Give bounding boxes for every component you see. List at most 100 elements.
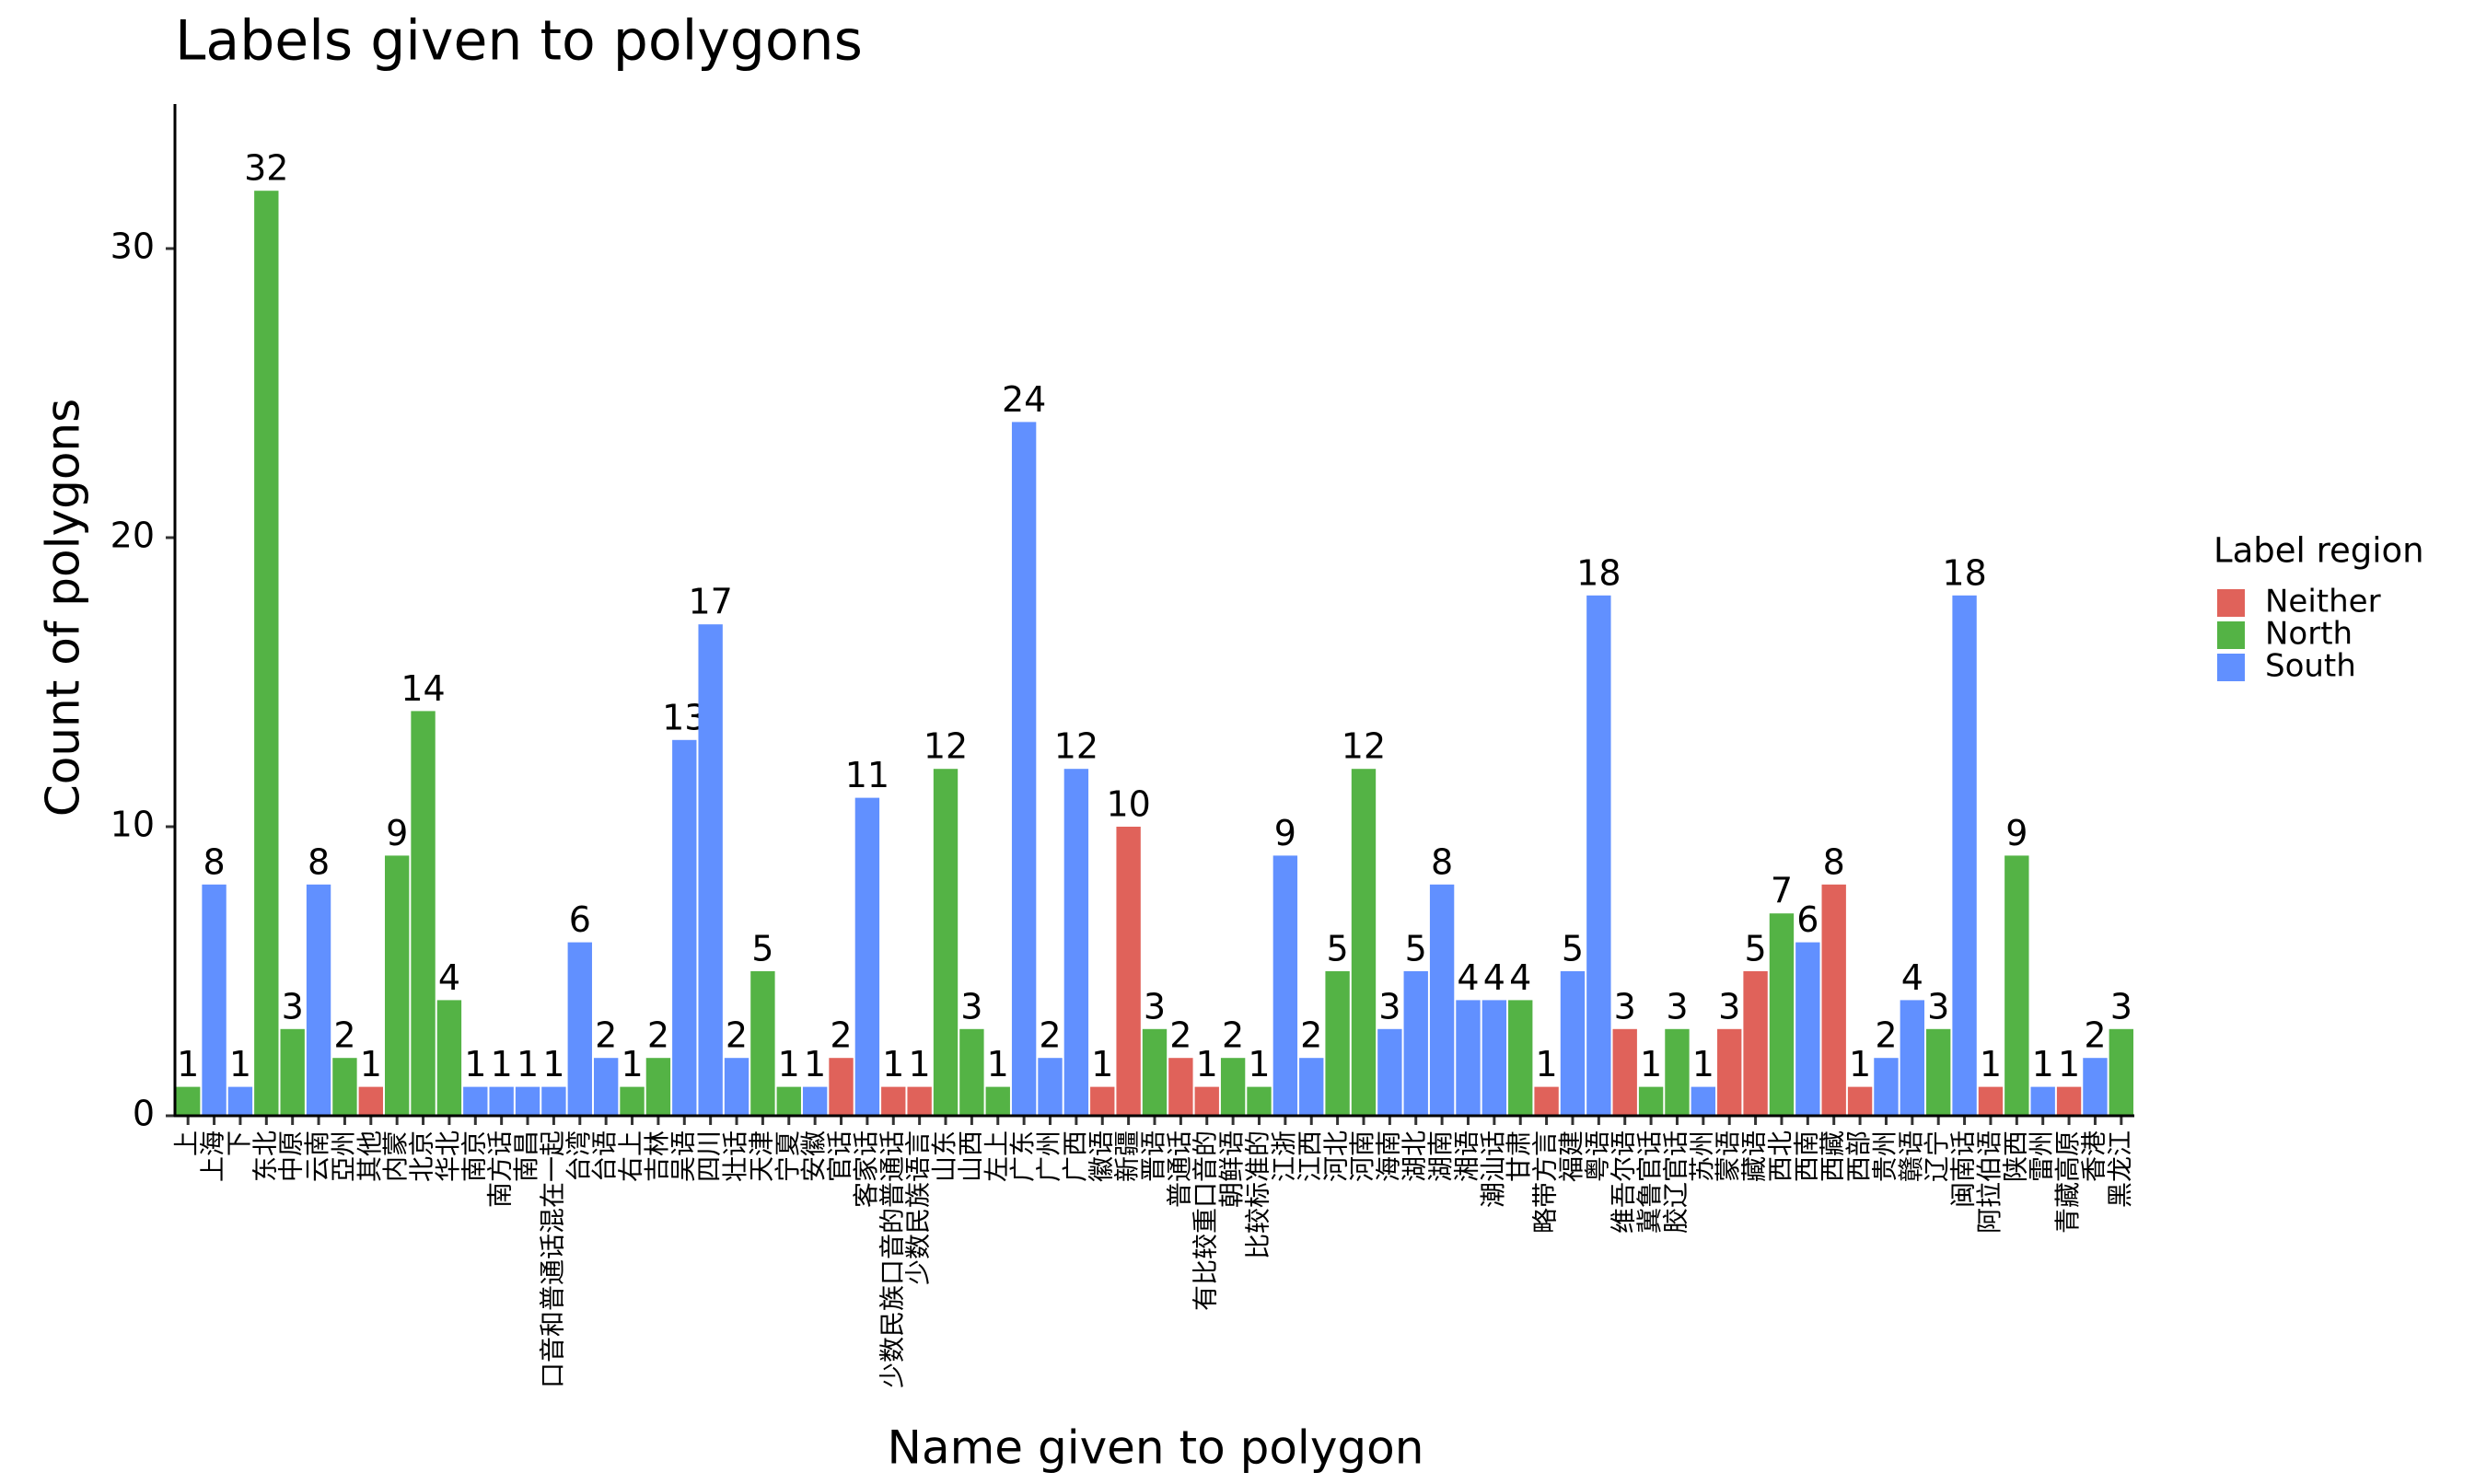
bar xyxy=(1377,1028,1402,1116)
value-label: 12 xyxy=(924,726,968,767)
value-label: 2 xyxy=(830,1015,852,1056)
x-tick-label: 蒙语 xyxy=(1713,1130,1743,1182)
value-label: 1 xyxy=(1692,1044,1714,1084)
bar xyxy=(358,1086,383,1116)
value-label: 3 xyxy=(1144,986,1166,1026)
bar xyxy=(750,971,775,1116)
bar xyxy=(620,1086,645,1116)
bar xyxy=(2083,1058,2108,1116)
y-tick-label: 20 xyxy=(110,516,155,556)
legend-key xyxy=(2217,589,2245,617)
x-tick-label: 上海 xyxy=(198,1130,228,1182)
bar xyxy=(1220,1058,1246,1116)
bar xyxy=(384,855,410,1116)
x-tick-label: 海南 xyxy=(1373,1130,1403,1182)
bar xyxy=(593,1058,619,1116)
x-tick-label: 徽语 xyxy=(1086,1130,1116,1182)
x-tick-label: 比较标准的 xyxy=(1242,1130,1272,1259)
value-label: 3 xyxy=(1378,986,1400,1026)
bar xyxy=(1612,1028,1637,1116)
value-label: 1 xyxy=(909,1044,931,1084)
x-tick-label: 台语 xyxy=(589,1130,620,1182)
value-label: 1 xyxy=(1091,1044,1113,1084)
x-tick-label: 上 xyxy=(171,1130,202,1156)
bar xyxy=(280,1028,305,1116)
value-label: 12 xyxy=(1342,726,1386,767)
x-tick-label: 东北 xyxy=(250,1130,280,1182)
value-label: 17 xyxy=(688,582,732,622)
x-tick-label: 藏语 xyxy=(1739,1130,1770,1182)
value-label: 8 xyxy=(308,841,330,882)
x-tick-label: 陕西 xyxy=(2000,1130,2030,1182)
x-tick-label: 江浙 xyxy=(1269,1130,1299,1182)
x-tick-label: 湘语 xyxy=(1451,1130,1482,1182)
bar xyxy=(1090,1086,1115,1116)
x-tick-label: 有比较重口音的 xyxy=(1191,1130,1221,1311)
bar xyxy=(672,739,697,1116)
bar xyxy=(1038,1058,1063,1116)
value-label: 1 xyxy=(517,1044,539,1084)
value-label: 4 xyxy=(1483,957,1505,998)
value-label: 3 xyxy=(282,986,304,1026)
value-label: 8 xyxy=(1823,841,1845,882)
x-tick-label: 南昌 xyxy=(511,1130,541,1182)
bar xyxy=(1926,1028,1951,1116)
x-tick-label: 河北 xyxy=(1321,1130,1352,1182)
bar xyxy=(1247,1086,1272,1116)
x-tick-label: 其他 xyxy=(354,1130,385,1182)
x-axis-label: Name given to polygon xyxy=(888,1421,1424,1475)
bar xyxy=(489,1086,514,1116)
bar xyxy=(567,942,592,1116)
value-label: 5 xyxy=(751,929,773,969)
bar xyxy=(2030,1086,2055,1116)
y-tick-label: 30 xyxy=(110,226,155,267)
bar xyxy=(776,1086,801,1116)
value-label: 2 xyxy=(595,1015,617,1056)
y-axis-label: Count of polygons xyxy=(37,399,90,817)
bar xyxy=(254,191,279,1116)
x-tick-label: 闽南话 xyxy=(1948,1130,1979,1208)
value-label: 14 xyxy=(401,668,445,709)
value-label: 1 xyxy=(1248,1044,1270,1084)
x-tick-label: 南方话 xyxy=(485,1130,516,1208)
value-label: 1 xyxy=(621,1044,643,1084)
value-label: 9 xyxy=(1274,813,1296,853)
value-label: 1 xyxy=(1536,1044,1558,1084)
x-tick-label: 台湾 xyxy=(564,1130,594,1182)
bar xyxy=(1456,1000,1481,1116)
x-tick-label: 客家话 xyxy=(851,1130,881,1208)
value-label: 4 xyxy=(1509,957,1531,998)
bar xyxy=(1952,595,1977,1116)
value-label: 3 xyxy=(1666,986,1688,1026)
x-tick-label: 江西 xyxy=(1295,1130,1325,1182)
bar xyxy=(2004,855,2029,1116)
legend-label: Neither xyxy=(2265,584,2381,620)
value-label: 1 xyxy=(360,1044,382,1084)
x-tick-label: 壮话 xyxy=(720,1130,750,1182)
bar xyxy=(176,1086,201,1116)
value-label: 3 xyxy=(1614,986,1636,1026)
x-tick-label: 阿拉伯语 xyxy=(1974,1130,2004,1234)
value-label: 5 xyxy=(1405,929,1427,969)
x-tick-label: 粤语 xyxy=(1582,1130,1612,1182)
x-tick-label: 云南 xyxy=(302,1130,332,1182)
x-tick-label: 新疆 xyxy=(1112,1130,1143,1182)
value-label: 2 xyxy=(333,1015,355,1056)
bar xyxy=(332,1058,357,1116)
legend-label: South xyxy=(2265,648,2356,685)
bar xyxy=(1116,827,1141,1116)
bar xyxy=(515,1086,540,1116)
bar xyxy=(227,1086,253,1116)
x-tick-label: 青藏高原 xyxy=(2052,1130,2083,1234)
x-tick-label: 西南 xyxy=(1791,1130,1821,1182)
value-label: 4 xyxy=(1457,957,1479,998)
value-label: 12 xyxy=(1054,726,1098,767)
x-tick-label: 中原 xyxy=(276,1130,307,1182)
x-tick-label: 普通话 xyxy=(1164,1130,1194,1208)
x-tick-label: 天津 xyxy=(746,1130,776,1182)
bar xyxy=(1743,971,1768,1116)
value-label: 5 xyxy=(1327,929,1349,969)
x-tick-label: 山东 xyxy=(929,1130,959,1182)
x-tick-label: 胶辽官话 xyxy=(1660,1130,1691,1234)
bar xyxy=(1325,971,1350,1116)
